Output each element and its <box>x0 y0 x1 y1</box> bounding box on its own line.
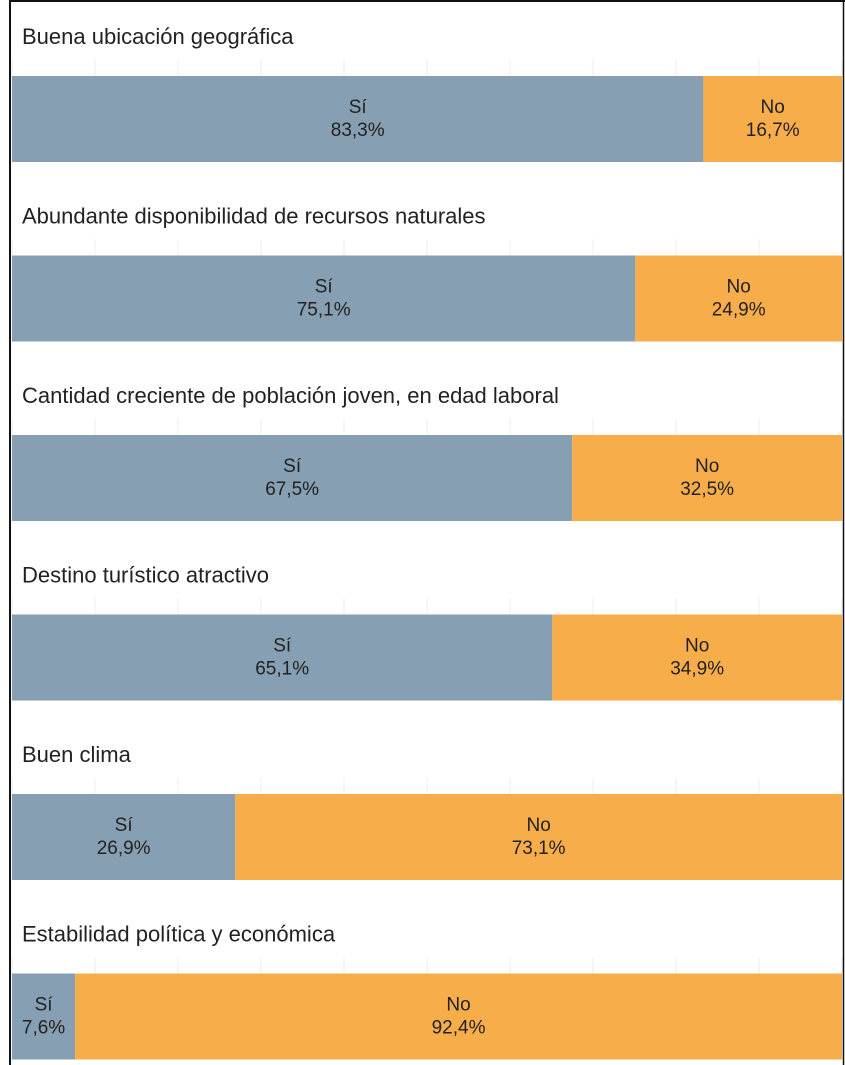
segment-name: No <box>446 995 470 1016</box>
segment-name: Sí <box>273 636 292 657</box>
bar-segment <box>12 614 553 701</box>
segment-value: 34,9% <box>670 659 724 680</box>
segment-name: No <box>685 636 709 657</box>
segment-name: Sí <box>315 277 334 298</box>
panel-title: Buen clima <box>22 742 132 767</box>
segment-name: No <box>526 815 550 836</box>
bar-segment <box>552 614 842 701</box>
segment-value: 32,5% <box>680 479 734 500</box>
segment-value: 16,7% <box>746 120 800 141</box>
bar-segment <box>12 255 636 342</box>
bar-segment <box>12 794 236 880</box>
bar-segment <box>572 435 842 521</box>
segment-name: Sí <box>349 97 368 118</box>
segment-value: 67,5% <box>265 479 319 500</box>
bar-segment <box>12 435 573 521</box>
segment-name: No <box>695 456 719 477</box>
panel-title: Cantidad creciente de población joven, e… <box>22 383 559 408</box>
segment-value: 26,9% <box>97 838 151 859</box>
bar-segment <box>703 76 842 162</box>
segment-value: 24,9% <box>712 300 766 321</box>
bar-segment <box>635 255 842 342</box>
segment-value: 83,3% <box>331 120 385 141</box>
panel-title: Abundante disponibilidad de recursos nat… <box>22 203 486 228</box>
segment-name: Sí <box>115 815 134 836</box>
segment-name: No <box>727 277 751 298</box>
panel-title: Destino turístico atractivo <box>22 562 269 587</box>
bar-segment <box>75 973 842 1060</box>
bar-segment <box>12 973 76 1060</box>
panel-title: Buena ubicación geográfica <box>22 24 294 49</box>
segment-name: No <box>761 97 785 118</box>
segment-value: 73,1% <box>512 838 566 859</box>
segment-value: 7,6% <box>22 1018 65 1039</box>
segment-value: 92,4% <box>432 1018 486 1039</box>
segment-name: Sí <box>35 995 54 1016</box>
segment-name: Sí <box>283 456 302 477</box>
segment-value: 75,1% <box>297 300 351 321</box>
panel-title: Estabilidad política y económica <box>22 921 336 946</box>
bar-segment <box>235 794 842 880</box>
segment-value: 65,1% <box>255 659 309 680</box>
bar-segment <box>12 76 704 162</box>
